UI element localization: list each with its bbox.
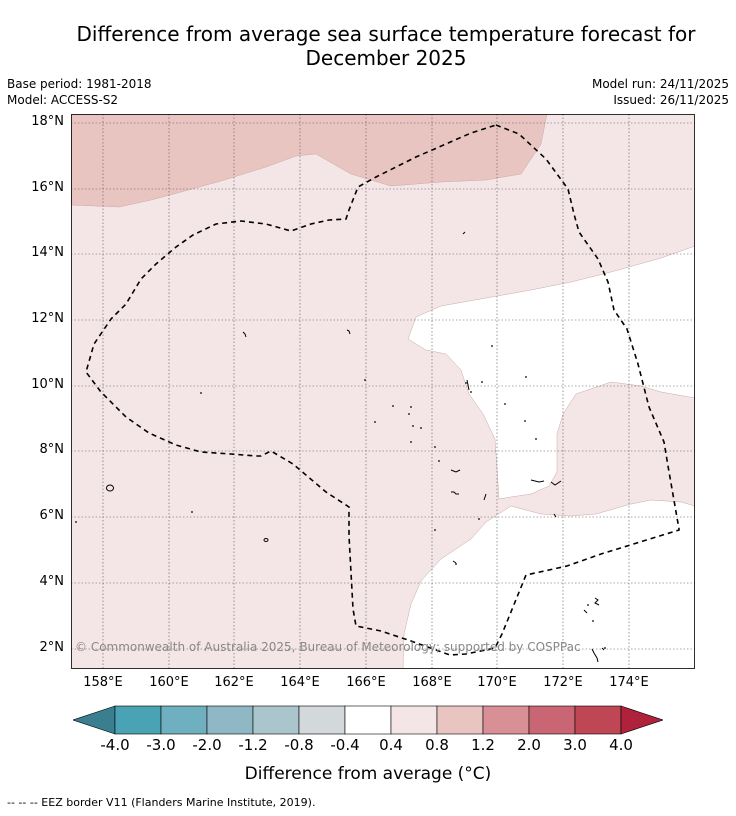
colorbar-title: Difference from average (°C) bbox=[244, 764, 492, 784]
colorbar-tick: 2.0 bbox=[517, 736, 541, 754]
lat-label-14: 14°N bbox=[31, 245, 64, 260]
lat-label-8: 8°N bbox=[39, 442, 65, 457]
colorbar-tick: 0.8 bbox=[425, 736, 449, 754]
title-line-2: December 2025 bbox=[305, 46, 467, 70]
colorbar-segment bbox=[298, 705, 346, 735]
meta-left: Base period: 1981-2018 Model: ACCESS-S2 bbox=[7, 76, 152, 108]
colorbar-segment bbox=[344, 705, 392, 735]
lat-label-2: 2°N bbox=[39, 640, 65, 655]
colorbar-tick: 4.0 bbox=[609, 736, 633, 754]
lon-label-166: 166°E bbox=[346, 675, 386, 690]
lon-label-160: 160°E bbox=[149, 675, 189, 690]
lat-label-10: 10°N bbox=[31, 377, 64, 392]
model-run: Model run: 24/11/2025 bbox=[591, 77, 729, 91]
lat-label-16: 16°N bbox=[31, 180, 64, 195]
lat-label-18: 18°N bbox=[31, 114, 64, 129]
colorbar-tick: -0.4 bbox=[330, 736, 360, 754]
colorbar-segment bbox=[528, 705, 576, 735]
lat-label-12: 12°N bbox=[31, 311, 64, 326]
lon-label-162: 162°E bbox=[214, 675, 254, 690]
colorbar-segment bbox=[574, 705, 622, 735]
colorbar-segment bbox=[482, 705, 530, 735]
lon-label-170: 170°E bbox=[477, 675, 517, 690]
colorbar-segment bbox=[206, 705, 254, 735]
title-line-1: Difference from average sea surface temp… bbox=[76, 22, 696, 46]
lon-label-174: 174°E bbox=[609, 675, 649, 690]
lon-label-172: 172°E bbox=[543, 675, 583, 690]
meta-right: Model run: 24/11/2025 Issued: 26/11/2025 bbox=[592, 76, 729, 108]
colorbar-tick: -2.0 bbox=[192, 736, 222, 754]
colorbar-tick: 1.2 bbox=[471, 736, 495, 754]
colorbar-segment bbox=[436, 705, 484, 735]
colorbar-tick: -4.0 bbox=[100, 736, 130, 754]
chart-title: Difference from average sea surface temp… bbox=[0, 22, 736, 70]
colorbar-tick: 3.0 bbox=[563, 736, 587, 754]
colorbar-segment bbox=[252, 705, 300, 735]
colorbar-tick: -1.2 bbox=[238, 736, 268, 754]
lon-label-158: 158°E bbox=[83, 675, 123, 690]
lon-label-168: 168°E bbox=[412, 675, 452, 690]
colorbar-tick: 0.4 bbox=[379, 736, 403, 754]
legend-footer: -- -- -- EEZ border V11 (Flanders Marine… bbox=[7, 796, 316, 809]
base-period: Base period: 1981-2018 bbox=[7, 77, 152, 91]
lon-label-164: 164°E bbox=[280, 675, 320, 690]
lat-label-6: 6°N bbox=[39, 508, 65, 523]
issued-date: Issued: 26/11/2025 bbox=[613, 93, 729, 107]
copyright-notice: © Commonwealth of Australia 2025, Bureau… bbox=[75, 640, 581, 654]
colorbar-segment bbox=[114, 705, 162, 735]
map-frame: © Commonwealth of Australia 2025, Bureau… bbox=[71, 114, 695, 669]
lat-label-4: 4°N bbox=[39, 574, 65, 589]
colorbar-tick-labels: -4.0 -3.0 -2.0 -1.2 -0.8 -0.4 0.4 0.8 1.2 2.0 3.0 4… bbox=[0, 736, 736, 756]
colorbar-extend-low bbox=[73, 705, 116, 735]
map-panel: © Commonwealth of Australia 2025, Bureau… bbox=[71, 114, 695, 669]
colorbar-tick: -0.8 bbox=[284, 736, 314, 754]
map-svg bbox=[71, 114, 695, 669]
model-name: Model: ACCESS-S2 bbox=[7, 93, 119, 107]
colorbar-tick: -3.0 bbox=[146, 736, 176, 754]
colorbar-segment bbox=[160, 705, 208, 735]
colorbar bbox=[73, 705, 663, 735]
colorbar-extend-high bbox=[620, 705, 663, 735]
colorbar-segment bbox=[390, 705, 438, 735]
